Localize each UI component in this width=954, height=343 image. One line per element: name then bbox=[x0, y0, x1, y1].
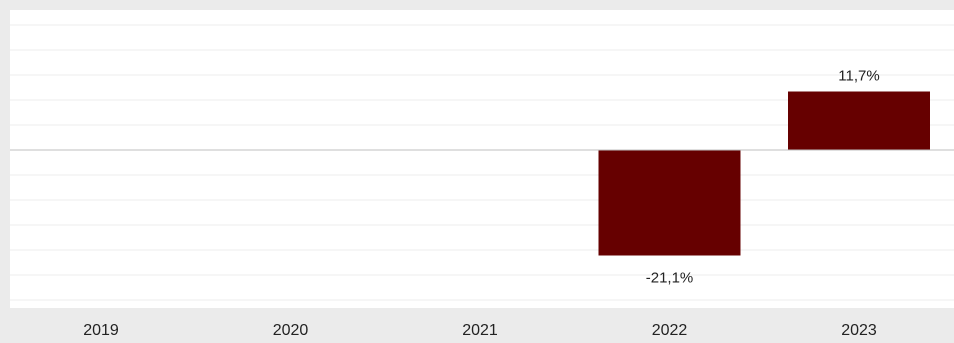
x-tick-label-2019: 2019 bbox=[83, 322, 119, 338]
x-tick-label-2021: 2021 bbox=[462, 322, 498, 338]
data-label-2022: -21,1% bbox=[646, 270, 694, 287]
x-tick-label-2023: 2023 bbox=[841, 322, 877, 338]
bars bbox=[598, 91, 930, 256]
x-tick-label-2020: 2020 bbox=[273, 322, 309, 338]
gridlines bbox=[10, 24, 954, 301]
x-tick-label-2022: 2022 bbox=[652, 322, 688, 338]
data-labels: -21,1% 11,7% bbox=[646, 68, 880, 287]
bar-2022 bbox=[598, 150, 741, 256]
x-axis-ticks: 2019 2020 2021 2022 2023 bbox=[83, 322, 877, 339]
data-label-2023: 11,7% bbox=[838, 68, 879, 85]
plot-area bbox=[10, 10, 954, 308]
bar-2023 bbox=[788, 91, 930, 150]
